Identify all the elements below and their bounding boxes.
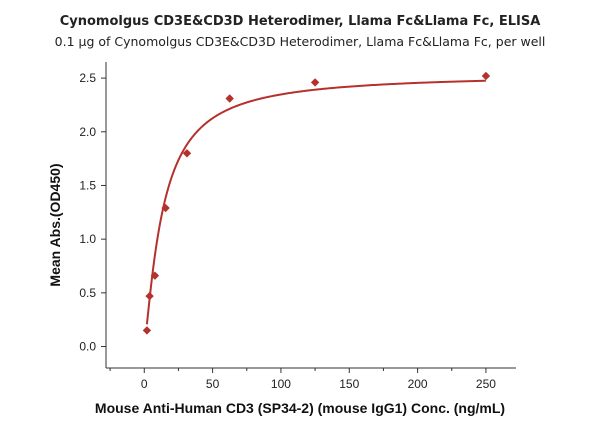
data-point [182,149,192,158]
data-point [481,71,491,81]
data-point [225,94,234,103]
chart-title: Cynomolgus CD3E&CD3D Heterodimer, Llama … [60,14,541,29]
y-tick-label: 1.0 [79,232,96,246]
x-tick-label: 100 [271,377,291,391]
x-tick-label: 250 [476,377,496,391]
y-tick-label: 2.5 [79,71,96,85]
fit-curve [145,79,486,325]
data-points [142,71,491,335]
y-tick-label: 0.5 [79,286,96,300]
x-tick-label: 150 [339,377,359,391]
chart-subtitle: 0.1 µg of Cynomolgus CD3E&CD3D Heterodim… [55,34,546,49]
x-axis-label: Mouse Anti-Human CD3 (SP34-2) (mouse IgG… [95,400,505,416]
x-tick-label: 50 [206,377,220,391]
y-axis-ticks: 0.0 0.5 1.0 1.5 2.0 2.5 [79,71,106,354]
data-point [145,291,154,301]
x-tick-label: 0 [141,377,148,391]
x-tick-label: 200 [408,377,428,391]
y-tick-label: 1.5 [79,178,96,192]
y-tick-label: 2.0 [79,125,96,139]
data-point [310,78,320,87]
data-point [142,326,152,335]
data-point [150,271,160,280]
x-axis-ticks: 0 50 100 150 200 250 [109,368,496,391]
y-axis-label: Mean Abs.(OD450) [47,163,63,286]
data-point [161,203,170,213]
y-tick-label: 0.0 [79,340,96,354]
